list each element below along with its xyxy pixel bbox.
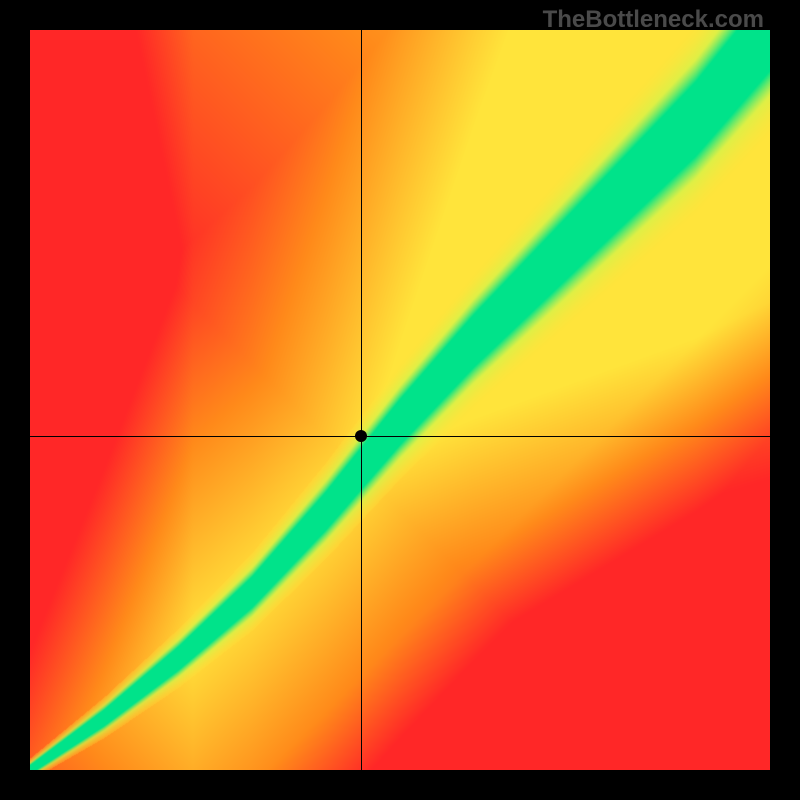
data-point-marker [355, 430, 367, 442]
plot-area [30, 30, 770, 770]
crosshair-vertical [361, 30, 362, 770]
crosshair-horizontal [30, 436, 770, 437]
heatmap-canvas [30, 30, 770, 770]
chart-container: TheBottleneck.com [0, 0, 800, 800]
watermark-text: TheBottleneck.com [543, 6, 764, 34]
